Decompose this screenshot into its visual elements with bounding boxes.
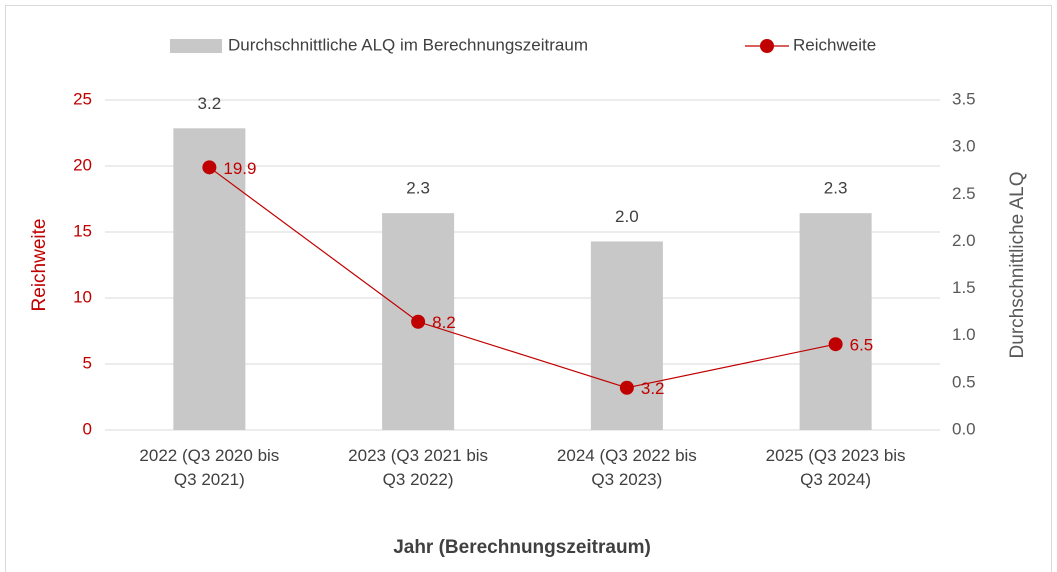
x-tick-label: 2022 (Q3 2020 bis Q3 2021) — [139, 446, 280, 489]
y-tick-label: 20 — [73, 155, 92, 174]
bar — [799, 213, 872, 430]
y2-tick-label: 0.5 — [952, 372, 976, 391]
line-value-label: 3.2 — [641, 379, 665, 398]
line-value-label: 8.2 — [432, 313, 456, 332]
y-tick-label: 15 — [73, 221, 92, 240]
line-value-label: 6.5 — [850, 336, 874, 355]
line-marker — [202, 160, 217, 175]
y2-tick-label: 2.0 — [952, 231, 976, 250]
bar-value-label: 2.0 — [615, 207, 639, 226]
y-tick-label: 0 — [83, 419, 92, 438]
x-tick-label: 2024 (Q3 2022 bis Q3 2023) — [556, 446, 697, 489]
x-axis-label: Jahr (Berechnungszeitraum) — [393, 537, 651, 558]
bar-value-label: 2.3 — [406, 179, 430, 198]
chart-border — [5, 5, 1052, 572]
x-tick-label: 2023 (Q3 2021 bis Q3 2022) — [348, 446, 489, 489]
bar-value-label: 2.3 — [824, 179, 848, 198]
y2-tick-label: 2.5 — [952, 184, 976, 203]
bar — [173, 128, 246, 431]
x-tick-label: 2025 (Q3 2023 bis Q3 2024) — [765, 446, 906, 489]
line — [209, 166, 836, 389]
y2-tick-label: 1.5 — [952, 278, 976, 297]
bar-value-label: 3.2 — [198, 94, 222, 113]
line-value-label: 19.9 — [223, 159, 256, 178]
y-axis-label: Reichweite — [29, 219, 50, 312]
y-tick-label: 25 — [73, 89, 92, 108]
y2-axis-label: Durchschnittliche ALQ — [1007, 172, 1028, 359]
legend-marker — [760, 39, 774, 53]
line-marker — [619, 380, 634, 395]
y-tick-label: 10 — [73, 287, 92, 306]
legend-label: Reichweite — [793, 35, 876, 54]
y2-tick-label: 3.5 — [952, 89, 976, 108]
line-marker — [411, 314, 426, 329]
legend-label: Durchschnittliche ALQ im Berechnungszeit… — [228, 35, 588, 54]
y2-tick-label: 1.0 — [952, 325, 976, 344]
line-marker — [828, 337, 843, 352]
legend-swatch — [170, 39, 222, 53]
y2-tick-label: 0.0 — [952, 419, 976, 438]
y2-tick-label: 3.0 — [952, 137, 976, 156]
bar — [590, 241, 663, 430]
y-tick-label: 5 — [83, 353, 92, 372]
